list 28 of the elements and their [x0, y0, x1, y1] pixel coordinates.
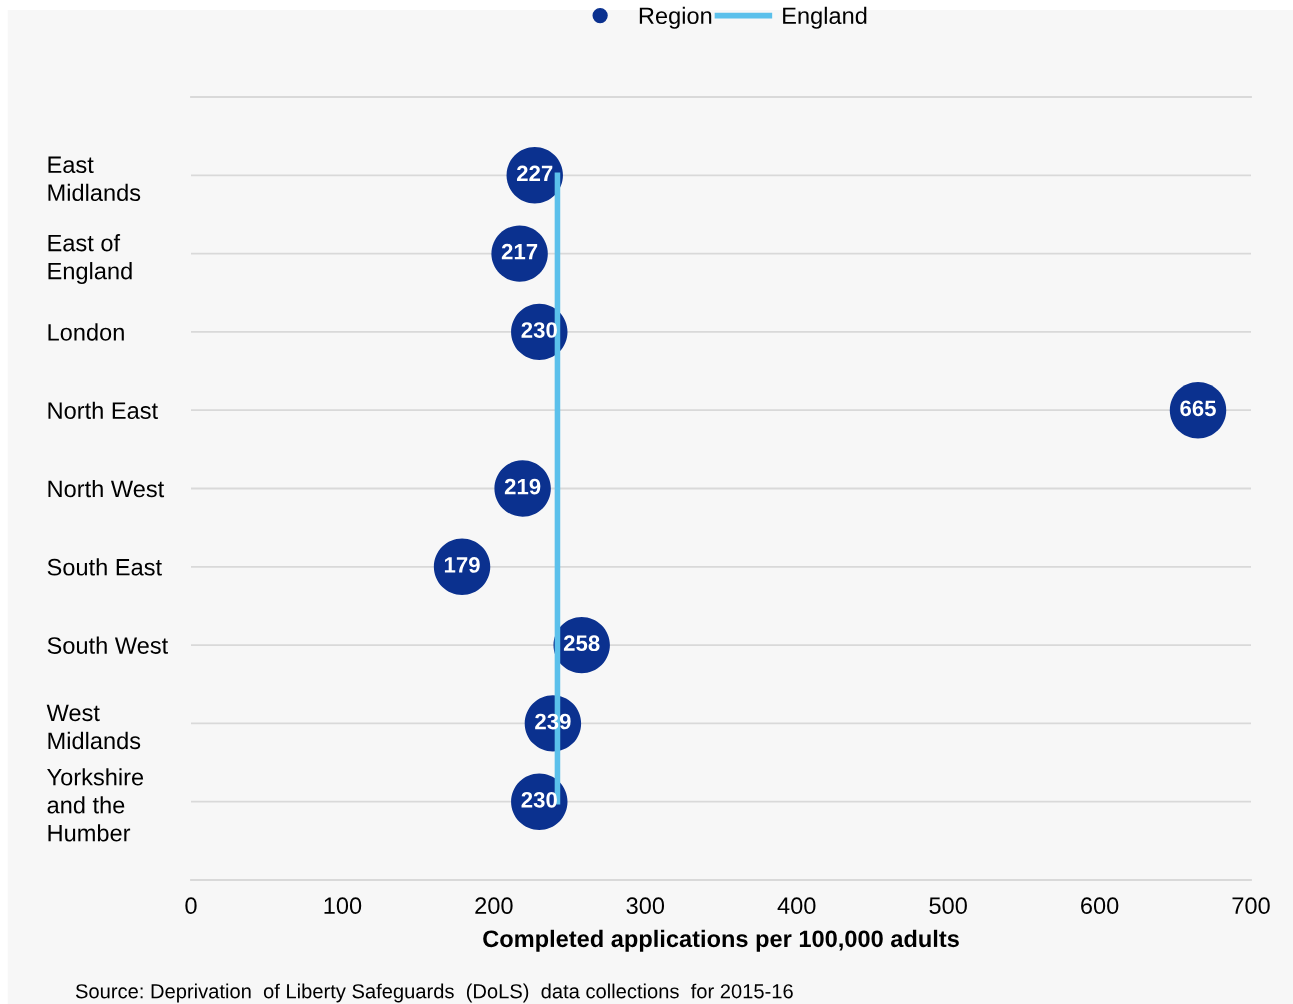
data-label: 227 — [516, 165, 553, 182]
y-tick-label: North West — [48, 479, 165, 498]
x-tick-label: 700 — [1232, 897, 1270, 915]
data-label: 217 — [501, 243, 538, 260]
data-label: 219 — [504, 478, 541, 495]
data-label: 665 — [1180, 400, 1216, 417]
y-tick-label: North East — [48, 401, 158, 419]
legend-label: England — [783, 6, 867, 29]
x-tick-label: 100 — [324, 897, 362, 915]
x-tick-label: 200 — [475, 897, 513, 915]
x-tick-label: 0 — [185, 897, 197, 915]
x-axis-title: Completed applications per 100,000 adults — [483, 929, 959, 952]
y-tick-label: South East — [47, 558, 162, 576]
x-tick-label: 500 — [929, 897, 967, 915]
data-label: 258 — [563, 635, 600, 652]
data-label: 179 — [444, 557, 480, 573]
source-note: Source: Deprivation of Liberty Safeguards (DoLS) data collections for 2015-16 — [75, 983, 793, 1003]
y-tick-label: East Midlands — [48, 156, 141, 202]
data-label: 230 — [521, 791, 557, 808]
y-tick-label: Yorkshire and the Humber — [47, 768, 144, 842]
x-tick-label: 300 — [626, 897, 665, 915]
y-tick-label: West Midlands — [46, 704, 141, 750]
legend-label: Region — [639, 6, 712, 29]
x-tick-label: 400 — [777, 897, 816, 915]
x-tick-label: 600 — [1081, 897, 1119, 915]
y-tick-label: London — [48, 323, 124, 341]
y-tick-label: South West — [47, 636, 169, 654]
y-tick-label: East of England — [48, 234, 132, 285]
